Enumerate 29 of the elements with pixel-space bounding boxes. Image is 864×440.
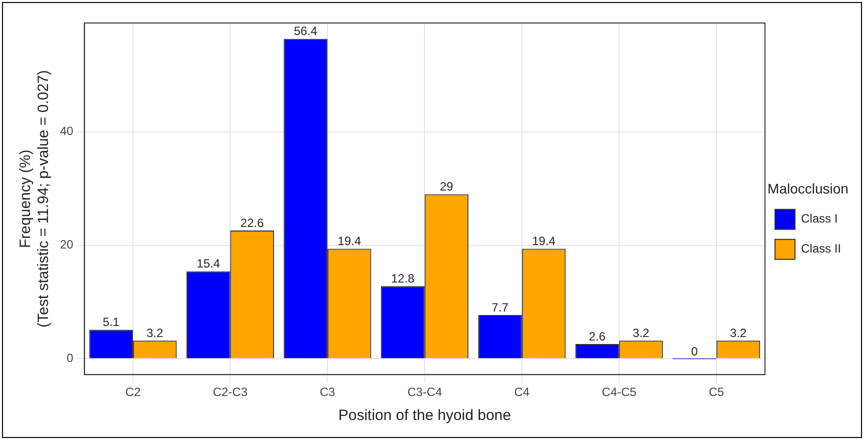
- y-tick-label: 0: [66, 351, 74, 366]
- data-label: 3.2: [146, 326, 164, 340]
- data-label: 12.8: [391, 271, 415, 286]
- x-tick-label: C2: [125, 385, 141, 400]
- data-label: 19.4: [338, 234, 362, 248]
- y-axis-title: Frequency (%) (Test statistic = 11.94; p-value = 0.027): [17, 70, 52, 328]
- data-label: 7.7: [492, 300, 509, 314]
- x-tick-label: C4-C5: [602, 385, 637, 400]
- x-axis-title: Position of the hyoid bone: [338, 407, 511, 424]
- data-label: 3.2: [632, 326, 650, 340]
- x-tick-label: C3-C4: [407, 385, 442, 400]
- legend-label: Class I: [800, 212, 838, 226]
- y-tick-label: 40: [60, 124, 74, 138]
- data-label: 19.4: [532, 234, 556, 248]
- legend-title: Malocclusion: [768, 180, 848, 196]
- legend-label: Class II: [800, 242, 842, 256]
- data-label: 0: [691, 344, 698, 359]
- data-label: 56.4: [294, 24, 318, 38]
- x-tick-label: C5: [708, 385, 724, 400]
- data-label: 22.6: [240, 216, 264, 230]
- y-tick-label: 20: [60, 238, 74, 252]
- data-label: 5.1: [102, 315, 120, 330]
- data-label: 29: [440, 180, 454, 194]
- data-label: 15.4: [196, 256, 220, 271]
- x-tick-label: C2-C3: [212, 385, 248, 400]
- x-tick-label: C4: [514, 385, 530, 400]
- data-label: 3.2: [730, 326, 747, 340]
- x-tick-label: C3: [320, 385, 336, 400]
- data-label: 2.6: [588, 329, 606, 344]
